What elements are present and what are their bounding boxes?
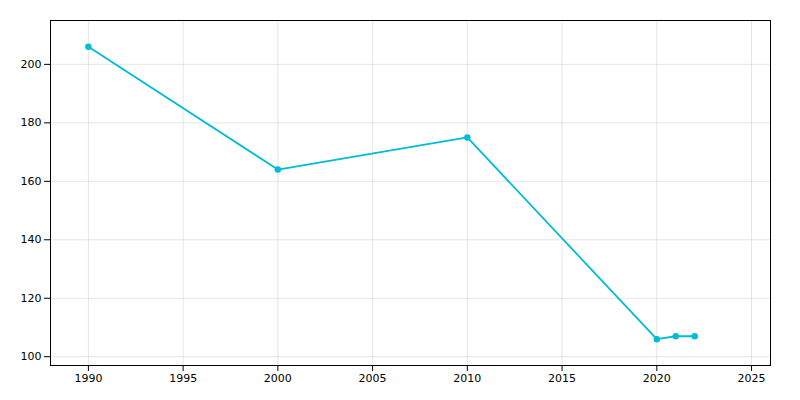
svg-text:2015: 2015 [548,372,576,385]
svg-text:200: 200 [21,58,42,71]
svg-text:180: 180 [21,116,42,129]
svg-text:120: 120 [21,292,42,305]
svg-text:1990: 1990 [74,372,102,385]
svg-text:2020: 2020 [643,372,671,385]
svg-text:2005: 2005 [359,372,387,385]
svg-text:100: 100 [21,350,42,363]
svg-text:140: 140 [21,233,42,246]
svg-text:160: 160 [21,175,42,188]
svg-text:2025: 2025 [738,372,766,385]
svg-text:2010: 2010 [453,372,481,385]
svg-text:1995: 1995 [169,372,197,385]
svg-text:2000: 2000 [264,372,292,385]
